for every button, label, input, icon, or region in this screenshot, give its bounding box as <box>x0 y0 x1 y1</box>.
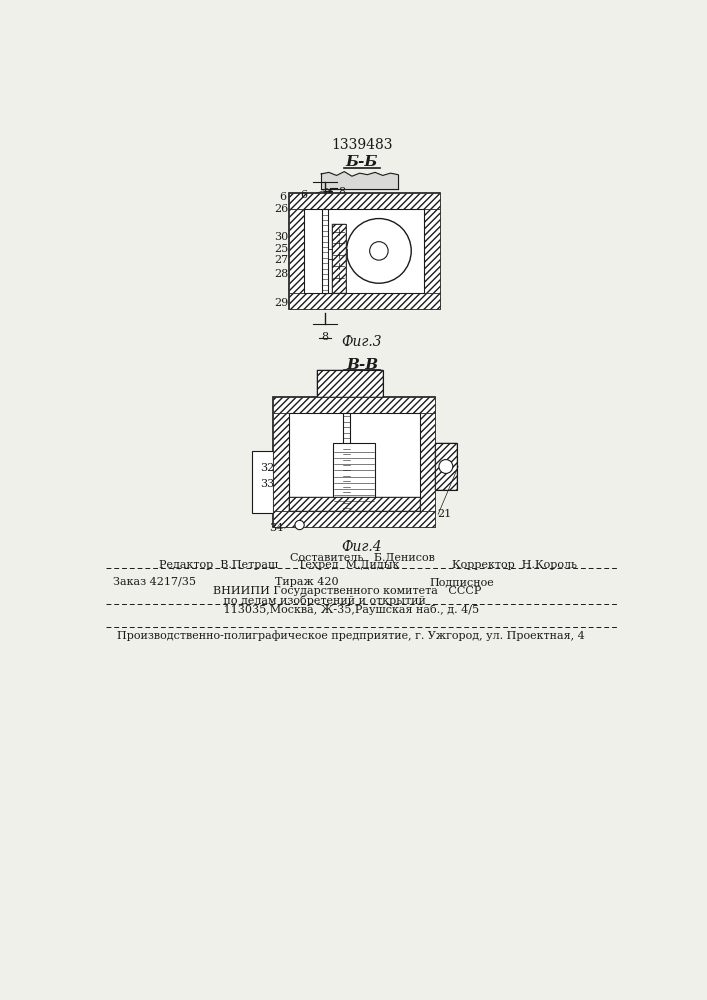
Text: 28: 28 <box>274 269 288 279</box>
Text: 21: 21 <box>437 509 452 519</box>
Text: Корректор  Н.Король: Корректор Н.Король <box>452 560 577 570</box>
Text: 32: 32 <box>260 463 274 473</box>
Circle shape <box>370 242 388 260</box>
Bar <box>333 443 375 505</box>
Text: 24: 24 <box>408 215 422 225</box>
Bar <box>420 413 435 511</box>
Text: 1339483: 1339483 <box>331 138 392 152</box>
Bar <box>332 224 346 293</box>
Text: 33: 33 <box>260 479 274 489</box>
Text: 34: 34 <box>269 523 284 533</box>
Bar <box>424 209 440 293</box>
Bar <box>288 193 440 309</box>
Bar <box>274 397 435 527</box>
Bar <box>322 209 328 293</box>
Text: Фиг.3: Фиг.3 <box>341 335 382 349</box>
Bar <box>328 249 346 259</box>
Circle shape <box>295 520 304 530</box>
Circle shape <box>439 460 452 473</box>
Text: Заказ 4217/35: Заказ 4217/35 <box>113 577 197 587</box>
Bar <box>288 293 440 309</box>
Text: по делам изобретений и открытий: по делам изобретений и открытий <box>214 595 426 606</box>
Text: Подписное: Подписное <box>429 577 493 587</box>
Bar <box>332 224 346 293</box>
Text: 6: 6 <box>279 192 286 202</box>
Text: 30: 30 <box>274 232 288 242</box>
Bar <box>317 370 382 397</box>
Text: 29: 29 <box>274 298 288 308</box>
Bar <box>435 443 457 490</box>
Bar <box>435 443 457 490</box>
Bar <box>304 209 424 293</box>
Text: Тираж 420: Тираж 420 <box>275 577 339 587</box>
Bar <box>343 413 351 511</box>
Text: 8: 8 <box>338 187 345 197</box>
Bar <box>288 209 304 293</box>
Text: 31: 31 <box>366 504 380 514</box>
Bar <box>274 511 435 527</box>
Text: 6: 6 <box>300 190 308 200</box>
Text: Составитель   Б.Денисов: Составитель Б.Денисов <box>289 552 434 562</box>
Bar <box>317 370 382 397</box>
Bar <box>288 497 420 511</box>
Text: Техред  М.Дидык: Техред М.Дидык <box>298 560 399 570</box>
Text: 113035,Москва, Ж-35,Раушская наб., д. 4/5: 113035,Москва, Ж-35,Раушская наб., д. 4/… <box>214 604 479 615</box>
Bar <box>252 451 274 513</box>
Bar <box>288 193 440 209</box>
Text: 26: 26 <box>274 204 288 214</box>
Text: Б-Б: Б-Б <box>346 155 378 169</box>
Circle shape <box>346 219 411 283</box>
Text: В-В: В-В <box>346 358 378 372</box>
Text: Фиг.4: Фиг.4 <box>341 540 382 554</box>
Text: ВНИИПИ Государственного комитета   СССР: ВНИИПИ Государственного комитета СССР <box>214 586 481 596</box>
Text: Редактор  В.Петраш: Редактор В.Петраш <box>160 560 279 570</box>
Bar <box>274 397 435 413</box>
Text: 27: 27 <box>274 255 288 265</box>
Text: 25: 25 <box>274 244 288 254</box>
Text: Производственно-полиграфическое предприятие, г. Ужгород, ул. Проектная, 4: Производственно-полиграфическое предприя… <box>117 631 585 641</box>
Bar <box>288 497 420 511</box>
Bar <box>288 413 420 511</box>
Text: 8: 8 <box>322 332 329 342</box>
Bar <box>274 413 288 511</box>
